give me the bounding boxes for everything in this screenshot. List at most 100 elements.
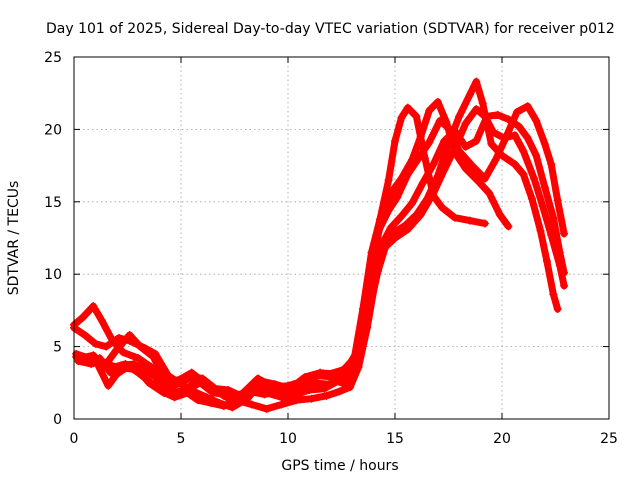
point-track-5-24 bbox=[367, 286, 376, 295]
point-track-4-34 bbox=[472, 105, 481, 114]
point-track-4-23 bbox=[354, 362, 363, 371]
point-track-2-32 bbox=[442, 118, 451, 127]
point-track-2-30 bbox=[425, 106, 434, 115]
point-track-4-21 bbox=[335, 387, 344, 396]
point-track-3-21 bbox=[337, 375, 346, 384]
point-track-4-41 bbox=[538, 202, 547, 211]
y-axis-ticks: 0 5 10 15 20 25 bbox=[44, 50, 609, 428]
point-track-3-25 bbox=[373, 267, 382, 276]
point-track-5-2 bbox=[97, 357, 106, 366]
y-tick-label-25: 25 bbox=[44, 50, 62, 66]
point-track-6-36 bbox=[502, 132, 511, 141]
point-track-6-39 bbox=[532, 116, 541, 125]
point-track-5-12 bbox=[221, 390, 230, 399]
point-track-5-16 bbox=[277, 393, 286, 402]
point-track-4-12 bbox=[206, 399, 215, 408]
point-track-1-2 bbox=[89, 302, 98, 311]
point-track-1-24 bbox=[367, 248, 376, 257]
point-track-6-38 bbox=[523, 102, 532, 111]
point-track-1-4 bbox=[108, 336, 117, 345]
point-track-6-32 bbox=[455, 147, 464, 156]
point-track-1-17 bbox=[275, 387, 284, 396]
point-track-3-36 bbox=[478, 99, 487, 108]
point-track-4-0 bbox=[72, 349, 81, 358]
point-track-6-29 bbox=[425, 138, 434, 147]
point-track-5-15 bbox=[262, 388, 271, 397]
point-track-5-41 bbox=[540, 183, 549, 192]
point-track-6-28 bbox=[414, 154, 423, 163]
point-track-3-44 bbox=[549, 290, 558, 299]
point-track-1-34 bbox=[450, 213, 459, 222]
point-track-2-31 bbox=[433, 97, 442, 106]
point-track-1-33 bbox=[438, 203, 447, 212]
point-track-1-3 bbox=[97, 316, 106, 325]
point-track-3-23 bbox=[356, 344, 365, 353]
y-axis-label: SDTVAR / TECUs bbox=[6, 181, 22, 296]
point-track-4-33 bbox=[461, 119, 470, 128]
point-track-5-8 bbox=[172, 391, 181, 400]
point-track-6-27 bbox=[403, 170, 412, 179]
point-track-1-6 bbox=[134, 354, 143, 363]
point-track-3-28 bbox=[401, 220, 410, 229]
point-track-6-31 bbox=[444, 123, 453, 132]
point-track-5-27 bbox=[397, 212, 406, 221]
point-track-3-38 bbox=[498, 151, 506, 160]
point-track-1-36 bbox=[480, 219, 489, 228]
point-track-6-12 bbox=[226, 394, 235, 403]
point-track-2-13 bbox=[228, 403, 237, 412]
point-track-2-24 bbox=[369, 252, 378, 261]
point-track-6-24 bbox=[373, 228, 382, 237]
point-track-6-22 bbox=[356, 326, 365, 335]
y-tick-label-15: 15 bbox=[44, 195, 62, 211]
point-track-6-15 bbox=[269, 383, 278, 392]
point-track-2-23 bbox=[361, 300, 370, 309]
point-track-2-25 bbox=[378, 212, 387, 221]
point-track-6-10 bbox=[200, 378, 209, 387]
point-track-6-20 bbox=[339, 371, 348, 380]
plot-frame bbox=[73, 56, 610, 420]
x-tick-label-15: 15 bbox=[386, 431, 404, 447]
point-track-4-39 bbox=[519, 147, 528, 156]
point-track-3-43 bbox=[542, 257, 551, 266]
point-track-4-22 bbox=[346, 383, 355, 392]
point-track-6-30 bbox=[435, 116, 444, 125]
point-track-5-25 bbox=[376, 244, 385, 253]
point-track-4-13 bbox=[219, 401, 228, 410]
point-track-6-37 bbox=[512, 108, 521, 117]
point-track-6-17 bbox=[298, 377, 307, 386]
point-track-3-40 bbox=[519, 170, 528, 179]
point-track-3-39 bbox=[510, 160, 519, 169]
point-track-3-8 bbox=[166, 383, 175, 392]
point-track-2-10 bbox=[189, 387, 198, 396]
point-track-5-22 bbox=[350, 371, 359, 380]
point-track-6-40 bbox=[540, 139, 549, 148]
point-track-2-15 bbox=[258, 377, 267, 386]
x-axis-label: GPS time / hours bbox=[281, 458, 398, 474]
point-track-2-12 bbox=[215, 399, 224, 408]
point-track-3-45 bbox=[553, 304, 562, 313]
point-track-4-36 bbox=[489, 128, 498, 137]
point-track-5-5 bbox=[134, 368, 143, 377]
point-track-4-31 bbox=[440, 165, 449, 174]
point-track-2-2 bbox=[91, 339, 100, 348]
point-track-5-36 bbox=[493, 110, 502, 119]
point-track-4-10 bbox=[183, 388, 192, 397]
point-track-3-3 bbox=[106, 368, 115, 377]
x-tick-label-5: 5 bbox=[177, 431, 186, 447]
point-track-4-42 bbox=[547, 231, 556, 240]
point-track-6-0 bbox=[76, 354, 85, 363]
point-track-3-30 bbox=[423, 194, 432, 203]
point-track-4-1 bbox=[84, 354, 93, 363]
point-track-2-37 bbox=[495, 210, 504, 219]
point-track-1-26 bbox=[384, 176, 393, 185]
y-tick-label-10: 10 bbox=[44, 267, 62, 283]
point-track-5-32 bbox=[450, 126, 459, 135]
point-track-2-11 bbox=[202, 393, 211, 402]
point-track-4-40 bbox=[530, 174, 539, 183]
point-track-4-30 bbox=[429, 189, 438, 198]
point-track-2-38 bbox=[504, 222, 513, 231]
point-track-5-39 bbox=[523, 134, 532, 143]
point-track-3-34 bbox=[465, 90, 474, 99]
point-track-5-23 bbox=[358, 335, 367, 344]
point-track-5-4 bbox=[121, 359, 130, 368]
